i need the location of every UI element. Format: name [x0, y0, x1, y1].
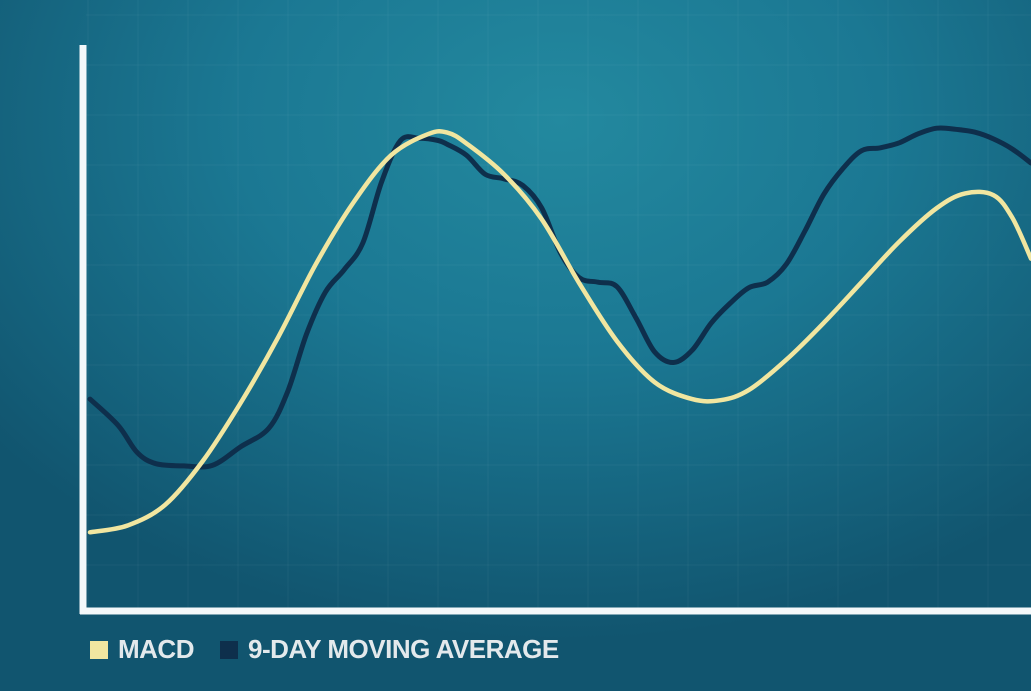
legend-item-moving-average: 9-DAY MOVING AVERAGE — [220, 634, 559, 665]
legend-swatch-moving-average — [220, 640, 238, 659]
legend-swatch-macd — [90, 640, 108, 659]
legend-label-moving-average: 9-DAY MOVING AVERAGE — [248, 634, 559, 664]
grid — [86, 0, 1031, 610]
legend-item-macd: MACD — [90, 634, 195, 665]
legend: MACD 9-DAY MOVING AVERAGE — [90, 634, 585, 665]
legend-label-macd: MACD — [118, 634, 195, 664]
moving-average-line — [87, 125, 1031, 470]
series-group — [87, 125, 1031, 535]
macd-line — [87, 128, 1031, 535]
